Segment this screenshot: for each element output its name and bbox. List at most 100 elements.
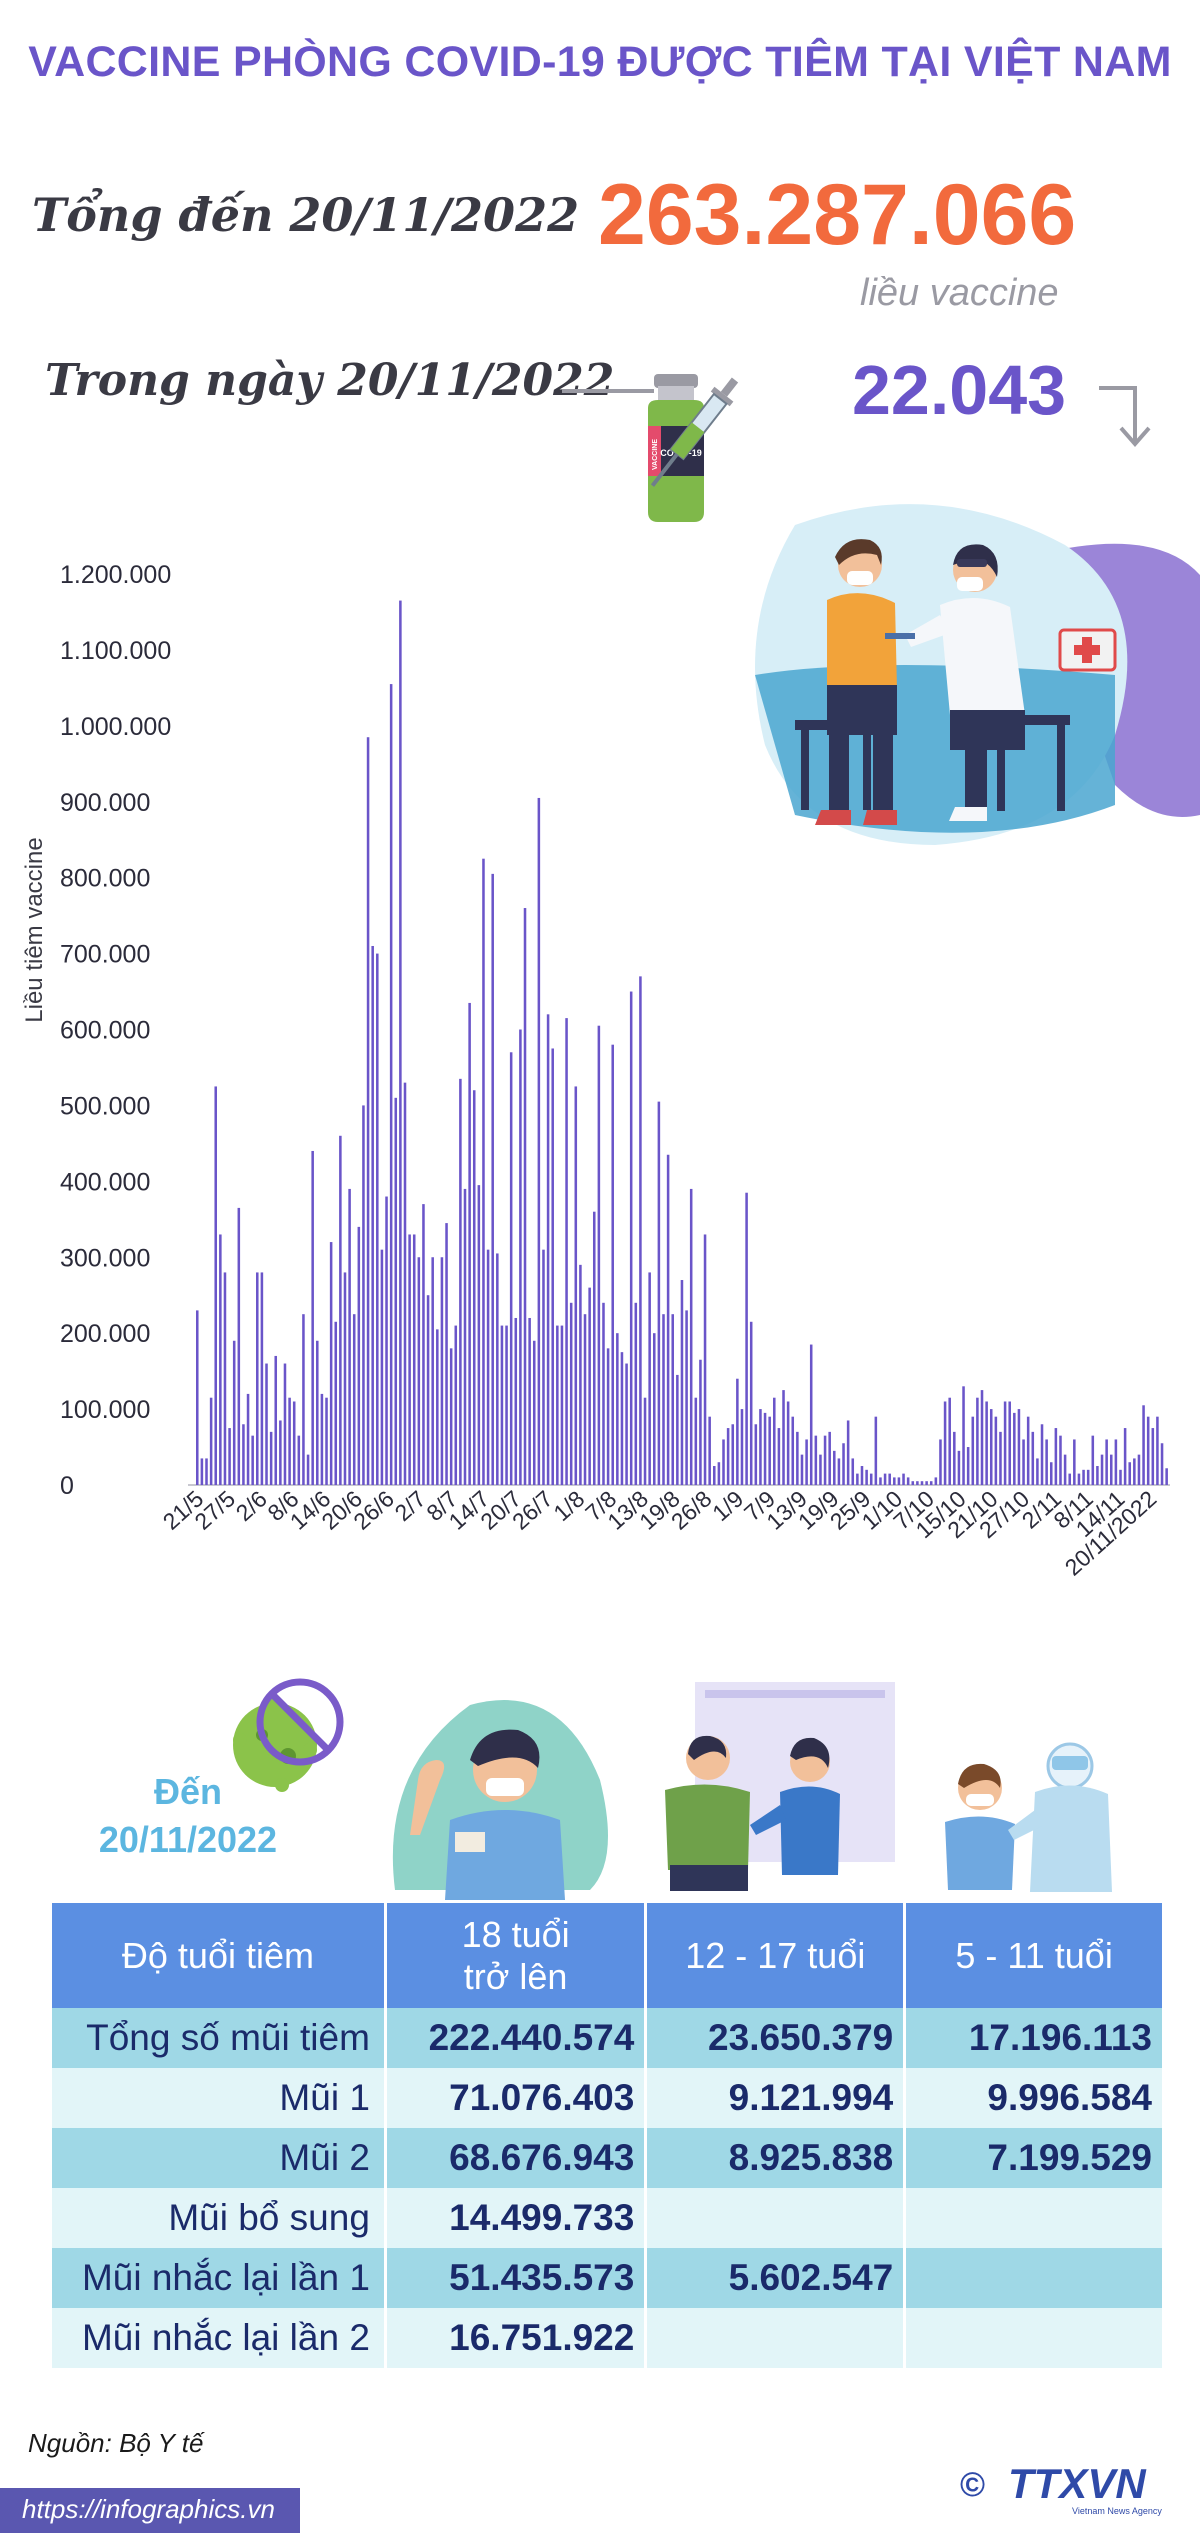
bar <box>749 1321 753 1485</box>
bar <box>851 1458 855 1485</box>
bar <box>445 1223 448 1485</box>
cell-teen: 23.650.379 <box>645 2008 907 2068</box>
bar <box>874 1416 878 1485</box>
bar <box>565 1018 568 1485</box>
bar <box>417 1257 421 1485</box>
teen-vaccinated-illustration <box>665 1682 895 1891</box>
total-label: Tổng đến 20/11/2022 <box>32 188 580 242</box>
bar <box>980 1390 984 1485</box>
bar <box>1077 1473 1081 1485</box>
bar <box>1049 1462 1053 1485</box>
row-label: Mũi nhắc lại lần 1 <box>52 2248 387 2308</box>
bar <box>902 1473 905 1485</box>
table-header-row: Độ tuổi tiêm 18 tuổi trở lên 12 - 17 tuổi… <box>52 1903 1162 2008</box>
bar <box>657 1101 661 1485</box>
bar <box>971 1416 975 1485</box>
logo-subtext: Vietnam News Agency <box>1072 2506 1162 2516</box>
cell-child <box>904 2308 1162 2368</box>
bar <box>699 1359 702 1485</box>
as-of-date-label: Đến 20/11/2022 <box>68 1768 308 1864</box>
y-tick-label: 1.100.000 <box>60 637 171 665</box>
bar <box>426 1295 430 1485</box>
bar <box>260 1272 264 1485</box>
bar <box>449 1348 453 1485</box>
vaccine-vial-icon: COVID-19 VACCINE <box>648 374 739 522</box>
bar <box>325 1397 328 1485</box>
down-trend-arrow-icon <box>1099 386 1151 448</box>
bar <box>823 1435 827 1485</box>
cell-adult: 16.751.922 <box>385 2308 648 2368</box>
bar <box>819 1454 822 1485</box>
bar <box>385 1196 388 1485</box>
y-tick-label: 300.000 <box>60 1244 150 1272</box>
bar <box>786 1401 790 1485</box>
bar <box>588 1287 591 1485</box>
cell-adult: 68.676.943 <box>385 2128 648 2188</box>
x-axis-ticks: 21/527/52/68/614/620/626/62/78/714/720/7… <box>158 1485 1162 1580</box>
bar <box>809 1344 813 1485</box>
bar <box>777 1428 781 1485</box>
bar <box>431 1257 434 1485</box>
site-link[interactable]: https://infographics.vn <box>22 2494 275 2524</box>
row-label: Tổng số mũi tiêm <box>52 2008 387 2068</box>
bar <box>436 1329 439 1485</box>
bar <box>209 1397 213 1485</box>
bar <box>196 1310 199 1485</box>
bar <box>916 1481 919 1485</box>
cell-teen <box>645 2188 907 2248</box>
bar <box>814 1435 818 1485</box>
bar <box>1017 1409 1021 1485</box>
cell-adult: 51.435.573 <box>385 2248 648 2308</box>
bar <box>976 1397 979 1485</box>
bar <box>1082 1469 1085 1485</box>
bar <box>703 1234 707 1485</box>
bar <box>662 1314 665 1485</box>
y-axis-label: Liều tiêm vaccine <box>21 837 48 1022</box>
table-row: Tổng số mũi tiêm 222.440.574 23.650.379 … <box>52 2008 1162 2068</box>
bar <box>1091 1435 1095 1485</box>
bar <box>408 1234 411 1485</box>
bar <box>671 1314 674 1485</box>
bar <box>560 1325 564 1485</box>
bar <box>200 1458 204 1485</box>
y-tick-label: 1.000.000 <box>60 713 171 741</box>
bar <box>1040 1424 1044 1485</box>
bar <box>348 1188 351 1485</box>
bar <box>246 1393 250 1485</box>
bar <box>500 1325 504 1485</box>
page-title: VACCINE PHÒNG COVID-19 ĐƯỢC TIÊM TẠI VIỆ… <box>28 38 1172 86</box>
bar <box>1031 1431 1035 1485</box>
bar <box>920 1481 924 1485</box>
bar <box>796 1431 799 1485</box>
bar <box>805 1439 808 1485</box>
table-row: Mũi 1 71.076.403 9.121.994 9.996.584 <box>52 2068 1162 2128</box>
bar <box>962 1386 965 1485</box>
bar <box>680 1280 684 1485</box>
y-tick-label: 200.000 <box>60 1320 150 1348</box>
bar <box>523 908 527 1485</box>
bar <box>754 1424 758 1485</box>
row-label: Mũi 1 <box>52 2068 387 2128</box>
bar <box>389 684 393 1485</box>
bar <box>514 1317 518 1485</box>
bar <box>1059 1435 1062 1485</box>
bar <box>403 1082 407 1485</box>
bars-group <box>196 600 1168 1485</box>
bar <box>1003 1401 1007 1485</box>
header-age-group: Độ tuổi tiêm <box>52 1903 387 2008</box>
bar <box>1013 1412 1016 1485</box>
age-group-illustrations <box>233 1678 1112 1900</box>
bar <box>339 1135 342 1485</box>
bar <box>1119 1469 1122 1485</box>
bar <box>666 1154 670 1485</box>
bar <box>311 1150 314 1485</box>
cell-adult: 71.076.403 <box>385 2068 648 2128</box>
day-label: Trong ngày 20/11/2022 <box>45 355 615 406</box>
row-label: Mũi nhắc lại lần 2 <box>52 2308 387 2368</box>
header-12-17: 12 - 17 tuổi <box>645 1903 907 2008</box>
bar <box>745 1192 748 1485</box>
y-tick-label: 400.000 <box>60 1168 150 1196</box>
bar <box>999 1431 1002 1485</box>
bar <box>842 1443 845 1485</box>
bar <box>343 1272 347 1485</box>
